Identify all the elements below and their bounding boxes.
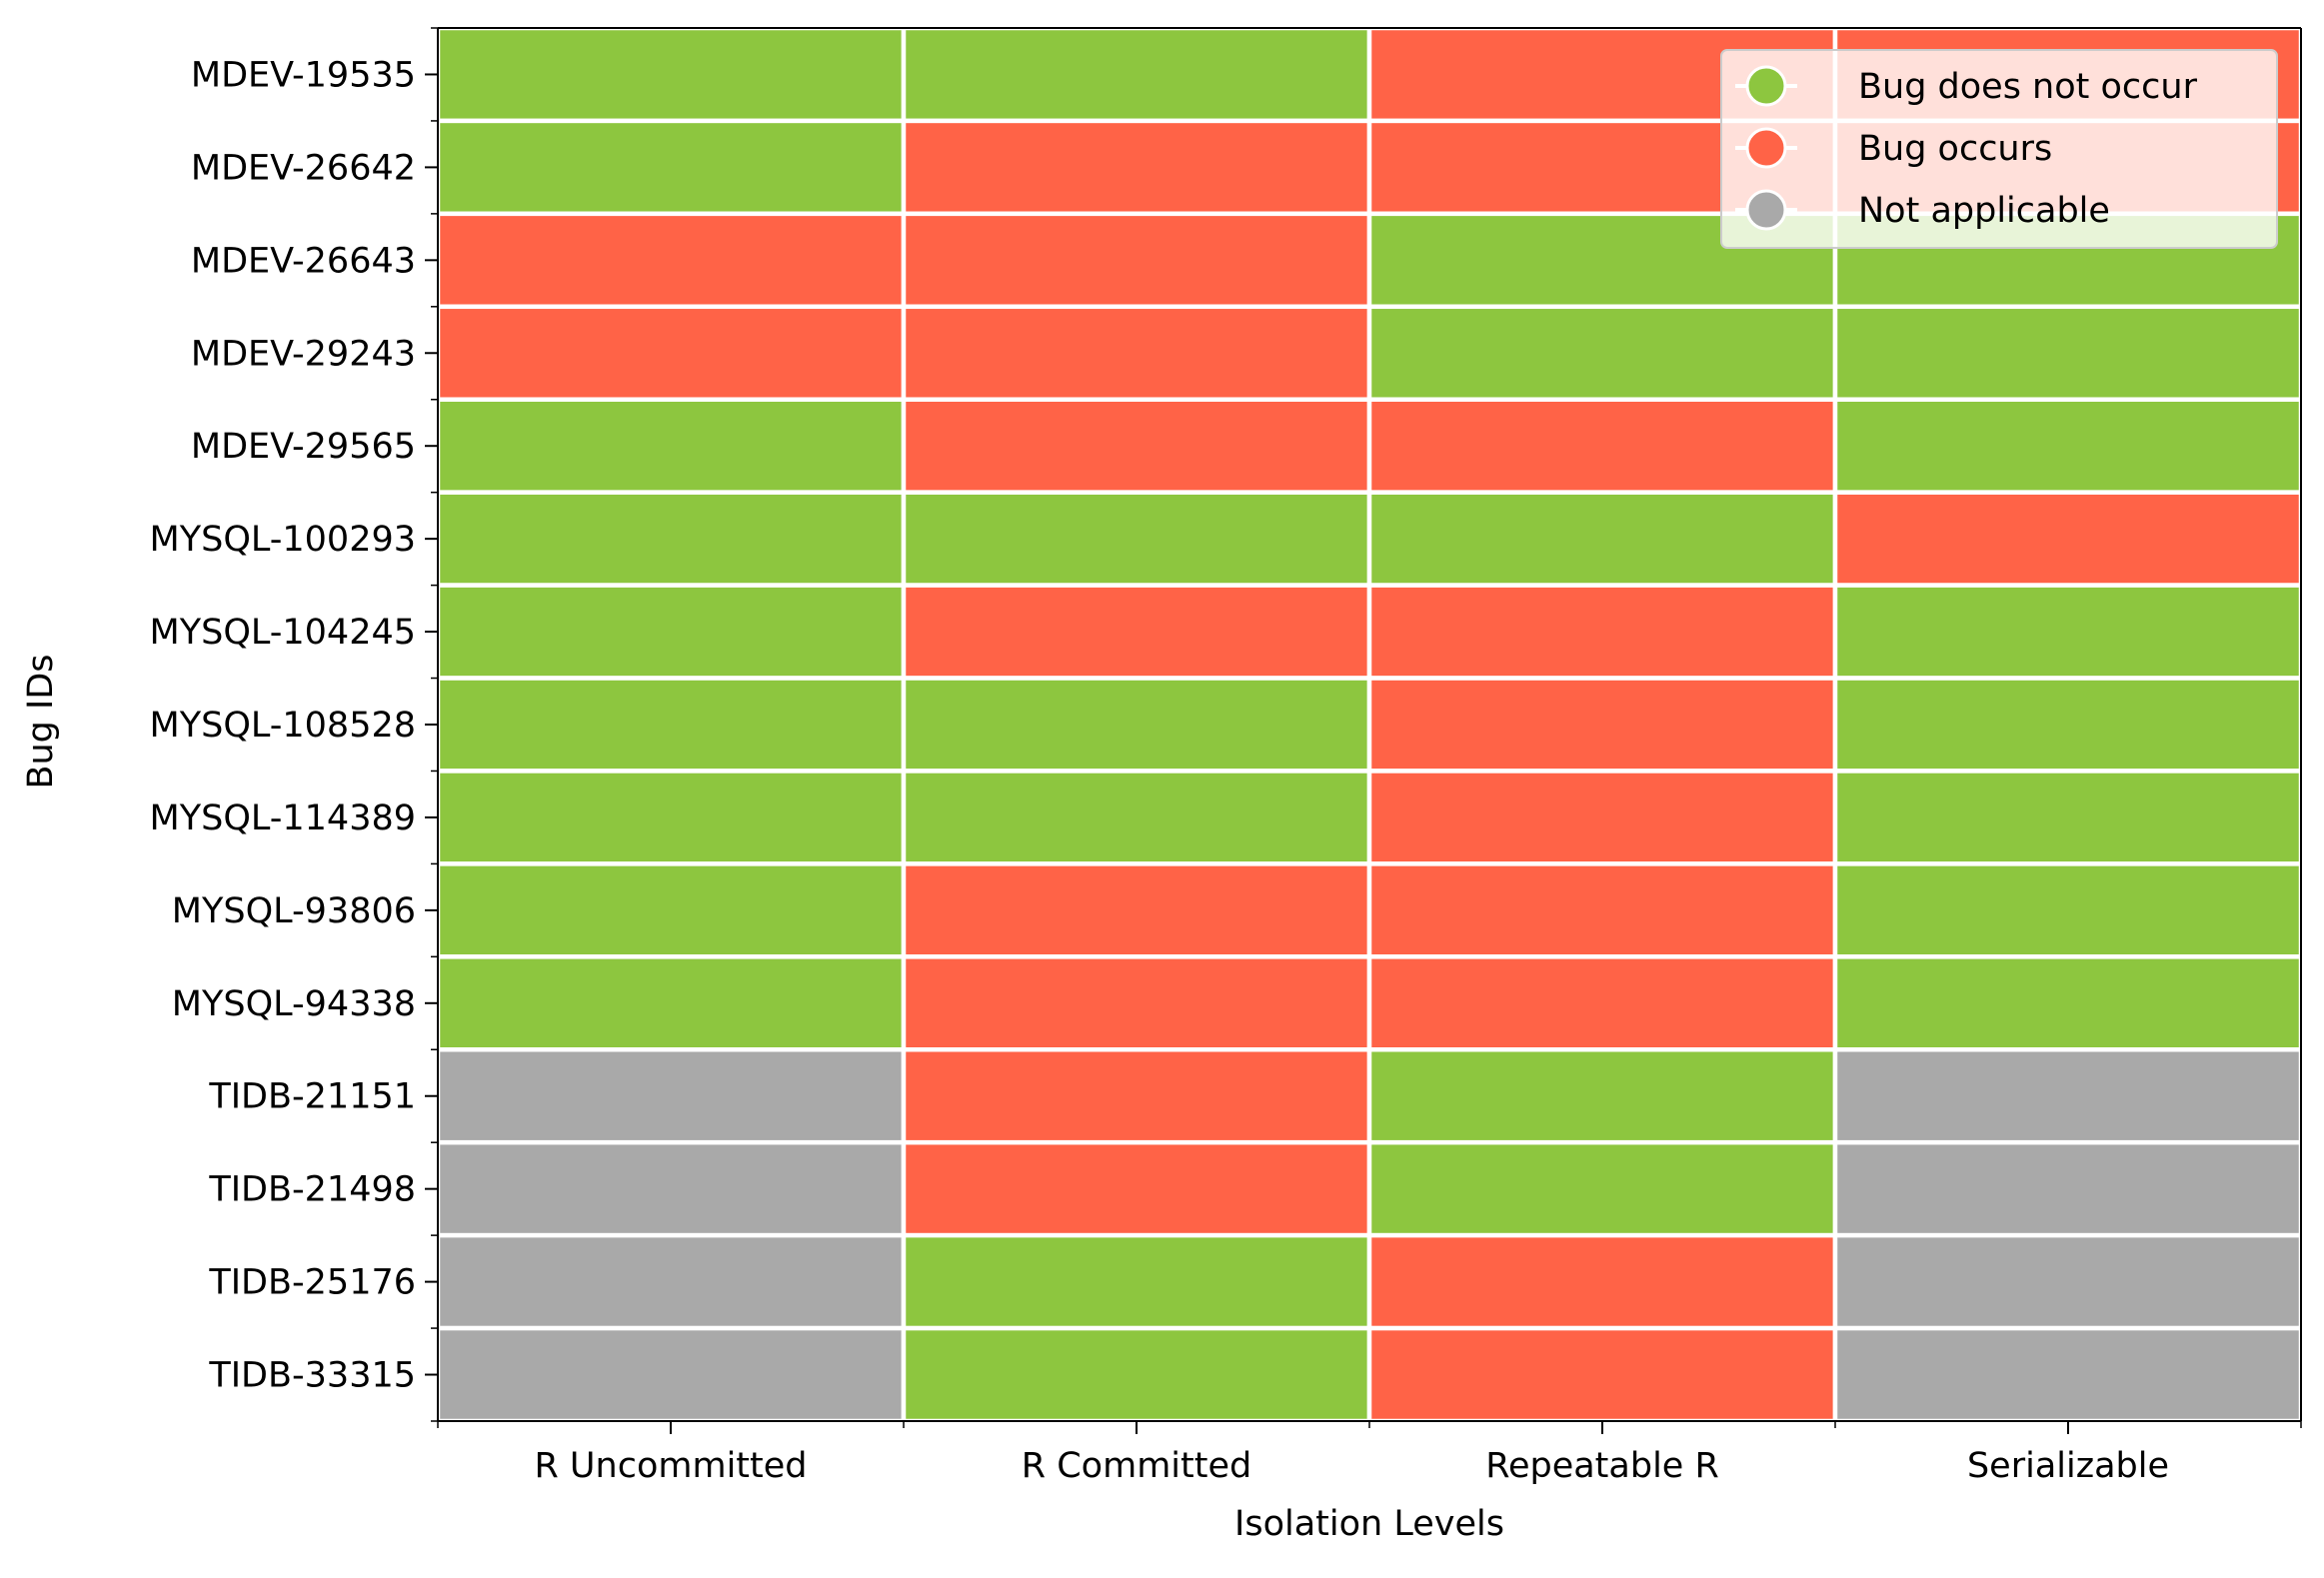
- heatmap-cell: [901, 304, 1372, 402]
- heatmap-cell: [1832, 397, 2304, 495]
- legend-label: Bug occurs: [1858, 129, 2052, 169]
- heatmap-cell: [1832, 304, 2304, 402]
- legend-label: Not applicable: [1858, 191, 2110, 231]
- heatmap-cell: [1832, 954, 2304, 1052]
- heatmap-cell: [435, 1325, 907, 1424]
- heatmap-cell: [1366, 769, 1838, 866]
- heatmap-cell: [901, 1139, 1372, 1238]
- heatmap-cell: [901, 583, 1372, 681]
- heatmap-cell: [1366, 1325, 1838, 1424]
- heatmap-cell: [435, 769, 907, 866]
- heatmap-cell: [1366, 583, 1838, 681]
- heatmap-cell: [1832, 861, 2304, 959]
- y-tick-label: MYSQL-108528: [150, 706, 416, 746]
- y-tick-label: TIDB-25176: [208, 1263, 416, 1303]
- heatmap-cell: [1366, 490, 1838, 588]
- heatmap-cell: [1832, 1047, 2304, 1145]
- x-axis-title: Isolation Levels: [1234, 1504, 1504, 1544]
- heatmap-cell: [1366, 304, 1838, 402]
- axes: MDEV-19535 MDEV-26642 MDEV-26643 MDEV-29243…: [150, 27, 2302, 1486]
- heatmap-cell: [435, 676, 907, 774]
- heatmap-cell: [435, 25, 907, 124]
- y-tick-label: MYSQL-94338: [172, 984, 416, 1024]
- x-tick-label: Serializable: [1967, 1446, 2169, 1486]
- heatmap-cell: [1832, 1325, 2304, 1424]
- heatmap-cell: [901, 211, 1372, 310]
- heatmap-cell: [435, 954, 907, 1052]
- heatmap-cell: [435, 397, 907, 495]
- heatmap-cell: [901, 954, 1372, 1052]
- heatmap-cell: [1832, 583, 2304, 681]
- y-tick-label: MDEV-26642: [191, 148, 416, 188]
- heatmap-cell: [435, 1047, 907, 1145]
- legend-box: [1720, 49, 2278, 249]
- heatmap-cell: [435, 583, 907, 681]
- heatmap-cell: [1832, 769, 2304, 866]
- heatmap-cell: [901, 1325, 1372, 1424]
- legend-marker: [1745, 189, 1787, 231]
- heatmap-cell: [901, 25, 1372, 124]
- legend: Bug does not occur Bug occurs Not applicab…: [1720, 49, 2278, 249]
- heatmap-cell: [1832, 676, 2304, 774]
- heatmap-cell: [1366, 397, 1838, 495]
- heatmap-cell: [1832, 1232, 2304, 1331]
- y-tick-label: MYSQL-114389: [150, 798, 416, 838]
- heatmap-cell: [901, 1047, 1372, 1145]
- y-tick-label: TIDB-21151: [208, 1077, 416, 1117]
- heatmap-cell: [1366, 1047, 1838, 1145]
- axis-labels: Isolation Levels Bug IDs: [21, 654, 1504, 1544]
- heatmap-cell: [435, 118, 907, 217]
- heatmap-cell: [1832, 1139, 2304, 1238]
- heatmap-cells: [435, 25, 2304, 1424]
- y-tick-label: MDEV-26643: [191, 241, 416, 281]
- y-tick-label: MDEV-29565: [191, 427, 416, 467]
- heatmap-cell: [901, 676, 1372, 774]
- legend-label: Bug does not occur: [1858, 67, 2198, 107]
- heatmap-cell: [901, 1232, 1372, 1331]
- y-tick-label: MYSQL-100293: [150, 520, 416, 560]
- legend-marker: [1745, 127, 1787, 169]
- x-tick-label: R Committed: [1022, 1446, 1251, 1486]
- heatmap-cell: [1366, 954, 1838, 1052]
- heatmap-cell: [1366, 861, 1838, 959]
- legend-marker: [1745, 65, 1787, 107]
- y-tick-label: TIDB-33315: [208, 1356, 416, 1396]
- heatmap-cell: [435, 304, 907, 402]
- x-tick-label: Repeatable R: [1485, 1446, 1719, 1486]
- y-tick-label: MYSQL-93806: [172, 891, 416, 931]
- y-axis-title: Bug IDs: [21, 654, 61, 789]
- heatmap-cell: [901, 861, 1372, 959]
- heatmap-cell: [901, 118, 1372, 217]
- heatmap-cell: [901, 490, 1372, 588]
- y-tick-label: TIDB-21498: [208, 1170, 416, 1210]
- heatmap-cell: [435, 1139, 907, 1238]
- heatmap-cell: [435, 1232, 907, 1331]
- y-tick-label: MYSQL-104245: [150, 613, 416, 653]
- x-tick-label: R Uncommitted: [534, 1446, 807, 1486]
- heatmap-cell: [435, 490, 907, 588]
- heatmap-cell: [901, 397, 1372, 495]
- heatmap-cell: [901, 769, 1372, 866]
- heatmap-cell: [1366, 1232, 1838, 1331]
- heatmap-cell: [1366, 1139, 1838, 1238]
- heatmap-cell: [1366, 676, 1838, 774]
- y-tick-label: MDEV-29243: [191, 334, 416, 374]
- heatmap-cell: [435, 211, 907, 310]
- y-tick-label: MDEV-19535: [191, 55, 416, 95]
- heatmap-cell: [435, 861, 907, 959]
- heatmap-cell: [1832, 490, 2304, 588]
